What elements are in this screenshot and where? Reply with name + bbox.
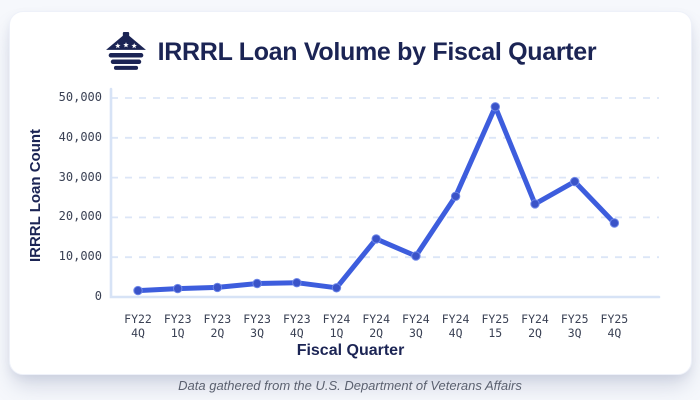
x-tick-line: FY24 (441, 312, 470, 326)
x-tick-label: FY23 4Q (270, 312, 324, 340)
data-point-marker (450, 191, 461, 202)
x-tick-line: FY25 (481, 312, 510, 326)
data-point-marker (371, 234, 381, 244)
x-tick-label: FY23 1Q (151, 312, 205, 340)
x-tick-line: 1Q (329, 326, 344, 340)
x-tick-line: FY24 (521, 312, 549, 326)
x-tick-line: FY24 (362, 312, 391, 326)
x-tick-line: FY22 (124, 312, 152, 326)
y-tick-label: 10,000 (58, 249, 102, 264)
x-tick-line: FY23 (163, 312, 192, 326)
x-tick-line: FY23 (282, 312, 311, 326)
data-point-marker (411, 251, 421, 261)
x-axis-title: Fiscal Quarter (296, 342, 405, 359)
x-tick-line: 3Q (408, 326, 423, 340)
chart-card: IRRRL Loan Volume by Fiscal Quarter IRRR… (9, 11, 692, 375)
x-tick-label: FY23 2Q (190, 312, 244, 340)
x-tick-label: FY24 3Q (389, 312, 443, 340)
x-tick-line: 4Q (131, 326, 145, 340)
data-point-marker (133, 285, 143, 296)
y-axis-title: IRRRL Loan Count (27, 128, 45, 262)
x-tick-label: FY24 2Q (508, 312, 562, 340)
x-tick-label: FY25 3Q (548, 312, 602, 340)
x-tick-line: FY23 (243, 312, 271, 326)
x-tick-label: FY22 4Q (111, 312, 165, 340)
x-tick-line: 4Q (607, 326, 622, 340)
data-point-marker (252, 278, 262, 289)
y-axis-title-box: IRRRL Loan Count (16, 82, 56, 308)
x-tick-line: 2Q (528, 326, 542, 340)
data-point-marker (490, 102, 500, 112)
x-tick-line: 3Q (250, 326, 265, 340)
x-tick-line: 4Q (289, 326, 304, 340)
line-chart-svg (109, 87, 661, 299)
source-attribution: Data gathered from the U.S. Department o… (178, 378, 522, 393)
data-point-marker (212, 282, 223, 293)
chart-header: IRRRL Loan Volume by Fiscal Quarter (10, 32, 691, 72)
x-tick-line: FY25 (560, 312, 589, 326)
x-tick-line: FY25 (600, 312, 629, 326)
axis-lines (109, 87, 661, 299)
x-tick-line: 2Q (369, 326, 384, 340)
y-tick-label: 0 (94, 289, 102, 303)
x-tick-line: FY24 (322, 312, 351, 326)
x-tick-label: FY24 4Q (429, 312, 483, 340)
data-point-marker (331, 283, 342, 293)
data-point-marker (292, 278, 302, 288)
x-tick-line: FY24 (402, 312, 430, 326)
x-tick-line: 2Q (210, 326, 225, 340)
x-tick-label: FY25 4Q (587, 312, 641, 340)
y-tick-label: 40,000 (58, 129, 102, 144)
y-tick-label: 30,000 (58, 169, 102, 184)
x-tick-label: FY24 1Q (310, 312, 364, 340)
y-tick-label: 20,000 (58, 209, 102, 224)
x-tick-line: 15 (488, 326, 503, 340)
data-point-marker (570, 176, 580, 187)
data-point-marker (609, 218, 620, 228)
data-line (135, 104, 617, 294)
y-tick-label: 50,000 (58, 90, 102, 104)
data-point-marker (173, 283, 183, 294)
x-tick-line: 1Q (170, 326, 185, 340)
chart-title: IRRRL Loan Volume by Fiscal Quarter (157, 37, 597, 66)
x-tick-label: FY25 15 (468, 312, 522, 340)
x-tick-line: FY23 (203, 312, 232, 326)
x-tick-line: 4Q (448, 326, 463, 340)
x-tick-label: FY23 3Q (230, 312, 284, 340)
x-tick-line: 3Q (567, 326, 582, 340)
flag-house-icon (105, 32, 147, 72)
x-tick-label: FY24 2Q (349, 312, 403, 340)
data-point-marker (530, 199, 540, 209)
